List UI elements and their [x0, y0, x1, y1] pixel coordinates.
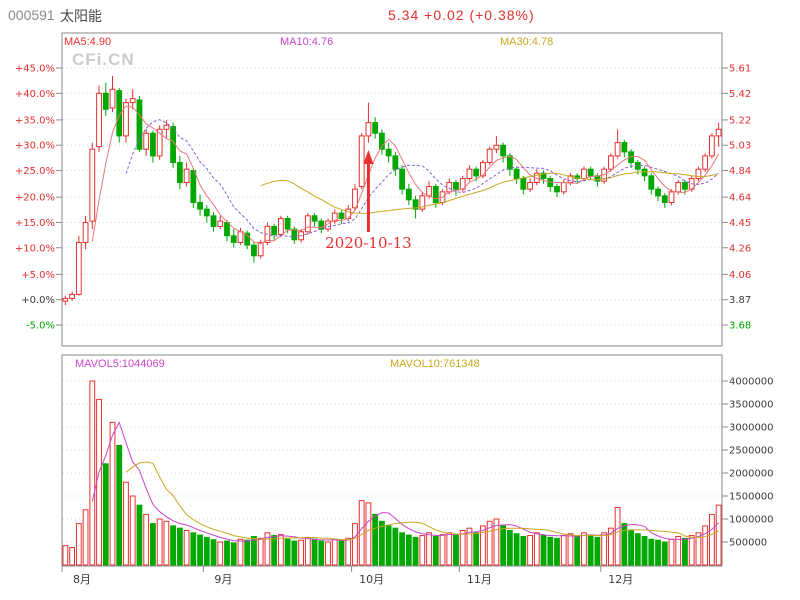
ma30-label: MA30:4.78 — [500, 36, 554, 48]
svg-text:+45.0%: +45.0% — [15, 64, 55, 75]
annotation-arrow — [363, 150, 374, 232]
axis-labels: +45.0% 5.61 +40.0% 5.42 +35.0% 5.22 +30.0% 5.03… — [15, 64, 774, 587]
svg-text:3500000: 3500000 — [729, 400, 774, 411]
svg-text:5.42: 5.42 — [729, 89, 751, 100]
svg-text:-5.0%: -5.0% — [26, 321, 55, 332]
svg-text:4.84: 4.84 — [729, 166, 751, 177]
svg-text:+40.0%: +40.0% — [15, 89, 55, 100]
svg-text:3000000: 3000000 — [729, 423, 774, 434]
svg-text:+0.0%: +0.0% — [21, 295, 55, 306]
svg-text:+30.0%: +30.0% — [15, 141, 55, 152]
svg-text:+15.0%: +15.0% — [15, 218, 55, 229]
svg-text:5.22: 5.22 — [729, 115, 751, 126]
svg-text:500000: 500000 — [729, 538, 767, 549]
svg-text:2500000: 2500000 — [729, 446, 774, 457]
svg-text:+20.0%: +20.0% — [15, 193, 55, 204]
svg-text:4000000: 4000000 — [729, 377, 774, 388]
svg-text:9月: 9月 — [214, 573, 232, 586]
ma10-label: MA10:4.76 — [280, 36, 334, 48]
stock-code: 000591 — [8, 7, 55, 23]
stock-name: 太阳能 — [60, 8, 102, 24]
svg-text:5.03: 5.03 — [729, 141, 751, 152]
svg-text:8月: 8月 — [73, 573, 91, 586]
svg-text:+25.0%: +25.0% — [15, 166, 55, 177]
price-quote: 5.34 +0.02 (+0.38%) — [388, 7, 535, 23]
volume-bars — [62, 380, 722, 566]
svg-text:4.06: 4.06 — [729, 270, 751, 281]
svg-text:3.68: 3.68 — [729, 321, 751, 332]
ma-lines — [91, 105, 720, 245]
svg-text:4.26: 4.26 — [729, 243, 751, 254]
panel-borders — [56, 32, 728, 572]
svg-text:4.45: 4.45 — [729, 218, 751, 229]
svg-text:+5.0%: +5.0% — [21, 270, 55, 281]
mavol-lines — [91, 421, 719, 542]
svg-text:10月: 10月 — [359, 573, 384, 586]
annotation-text: 2020-10-13 — [325, 234, 412, 252]
mavol10-label: MAVOL10:761348 — [390, 358, 480, 370]
svg-text:2000000: 2000000 — [729, 469, 774, 480]
svg-text:1500000: 1500000 — [729, 492, 774, 503]
mavol5-label: MAVOL5:1044069 — [75, 358, 165, 370]
ma5-label: MA5:4.90 — [64, 36, 112, 48]
svg-text:11月: 11月 — [467, 573, 492, 586]
candles — [62, 75, 722, 306]
svg-text:12月: 12月 — [608, 573, 633, 586]
svg-text:5.61: 5.61 — [729, 64, 751, 75]
svg-text:3.87: 3.87 — [729, 295, 751, 306]
svg-text:4.64: 4.64 — [729, 193, 751, 204]
svg-text:1000000: 1000000 — [729, 515, 774, 526]
watermark: CFi.CN — [72, 50, 135, 69]
svg-text:+35.0%: +35.0% — [15, 115, 55, 126]
svg-text:+10.0%: +10.0% — [15, 243, 55, 254]
